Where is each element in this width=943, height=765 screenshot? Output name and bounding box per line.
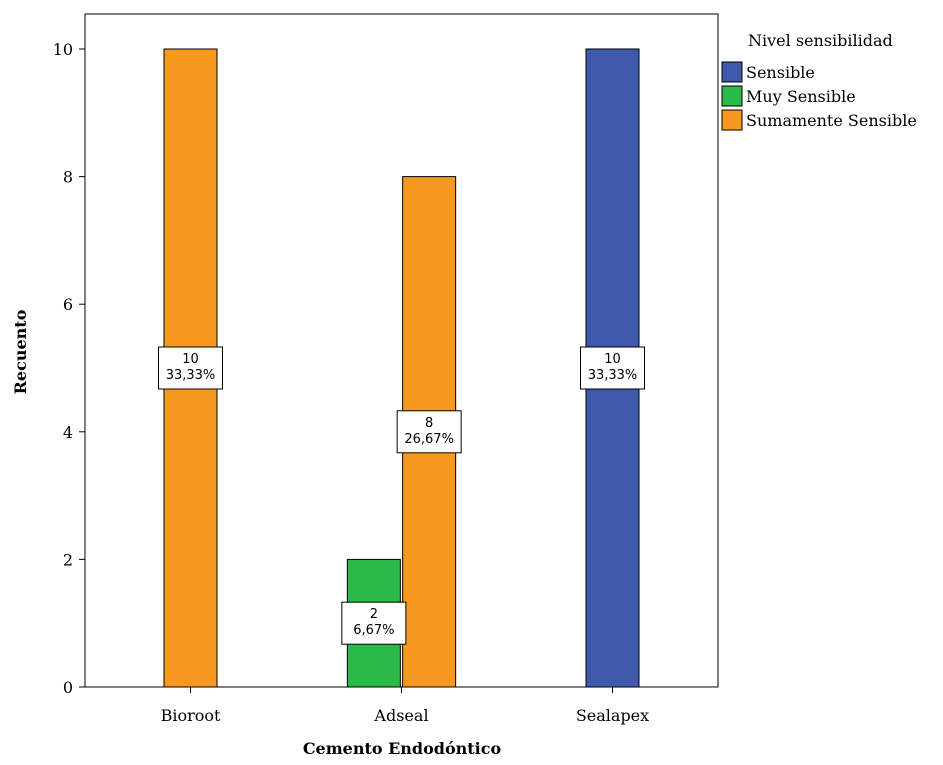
data-label-box: [580, 346, 645, 390]
y-tick-label: 8: [63, 168, 73, 187]
data-label: 6,67%: [353, 623, 394, 638]
legend: Nivel sensibilidad Sensible Muy Sensible S…: [721, 31, 917, 131]
y-tick-label: 6: [63, 295, 73, 314]
y-axis-title: Recuento: [11, 309, 30, 394]
data-label: 26,67%: [404, 432, 454, 447]
legend-swatch: [721, 109, 743, 131]
x-tick-label: Bioroot: [161, 706, 221, 725]
y-tick-label: 2: [63, 550, 73, 569]
data-label-box: [396, 410, 462, 454]
legend-label: Muy Sensible: [746, 87, 856, 106]
x-axis: Bioroot Adseal Sealapex: [161, 687, 649, 725]
legend-label: Sumamente Sensible: [746, 111, 917, 130]
x-axis-title: Cemento Endodóntico: [303, 739, 502, 758]
x-tick-label: Sealapex: [576, 706, 649, 725]
data-label: 33,33%: [588, 368, 638, 383]
legend-title: Nivel sensibilidad: [748, 31, 893, 50]
y-axis: 0 2 4 6 8 10: [53, 40, 85, 697]
bars-group: [163, 48, 640, 688]
y-tick-label: 0: [63, 678, 73, 697]
y-tick-label: 4: [63, 423, 73, 442]
legend-swatch: [721, 61, 743, 83]
y-tick-label: 10: [53, 40, 73, 59]
data-label-box: [158, 346, 223, 390]
data-label-box: [341, 601, 407, 645]
data-label: 8: [425, 416, 433, 431]
data-label: 10: [182, 352, 199, 367]
data-label: 33,33%: [166, 368, 216, 383]
data-label: 10: [604, 352, 621, 367]
x-tick-label: Adseal: [373, 706, 428, 725]
legend-label: Sensible: [746, 63, 815, 82]
data-label: 2: [370, 607, 378, 622]
legend-swatch: [721, 85, 743, 107]
